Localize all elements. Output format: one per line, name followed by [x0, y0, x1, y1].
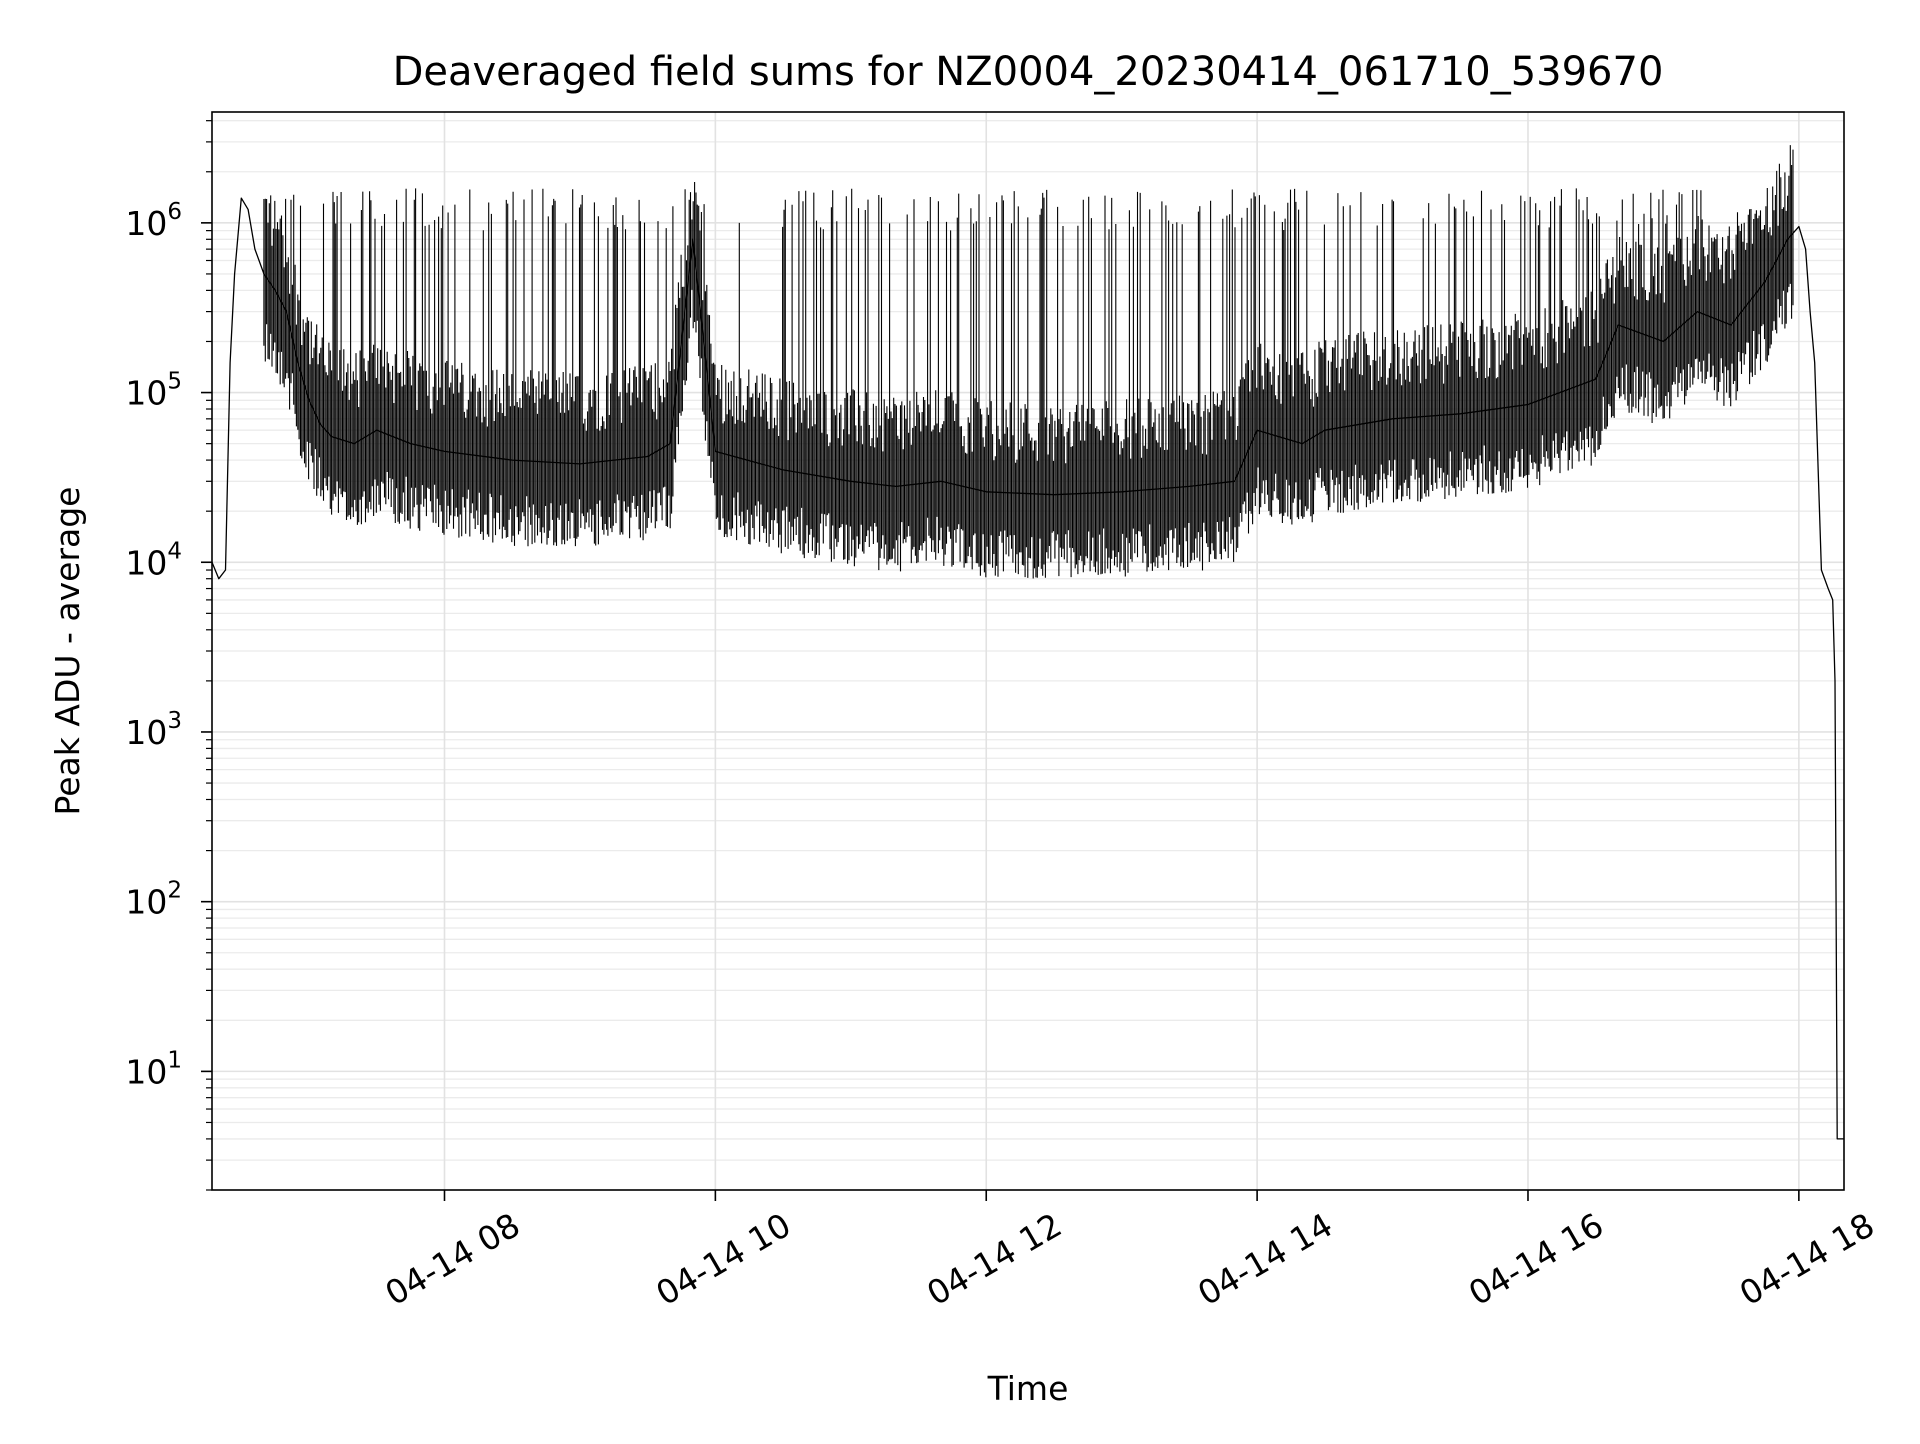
series-line [211, 197, 1844, 1140]
y-axis-label: Peak ADU - average [48, 487, 87, 816]
y-tick-label: 103 [125, 708, 182, 752]
y-tick-label: 104 [125, 538, 182, 582]
y-tick-label-exponent: 6 [167, 199, 182, 225]
y-tick-label-exponent: 4 [167, 538, 182, 564]
y-tick-label-exponent: 5 [167, 369, 182, 395]
y-tick-label: 105 [125, 369, 182, 413]
y-tick-label-base: 10 [125, 713, 167, 752]
chart-title: Deaveraged field sums for NZ0004_2023041… [393, 49, 1664, 95]
y-tick-label-exponent: 1 [167, 1047, 182, 1073]
y-tick-label: 106 [125, 199, 182, 243]
y-tick-label: 101 [125, 1047, 182, 1091]
x-axis-label: Time [987, 1369, 1069, 1408]
y-tick-label-exponent: 2 [167, 878, 182, 904]
axis-ticks [201, 120, 1800, 1201]
y-tick-label-base: 10 [125, 1052, 167, 1091]
y-tick-label-base: 10 [125, 374, 167, 413]
y-tick-label-base: 10 [125, 883, 167, 922]
y-tick-label-base: 10 [125, 543, 167, 582]
y-tick-label: 102 [125, 878, 182, 922]
y-tick-label-exponent: 3 [167, 708, 182, 734]
y-tick-label-base: 10 [125, 204, 167, 243]
